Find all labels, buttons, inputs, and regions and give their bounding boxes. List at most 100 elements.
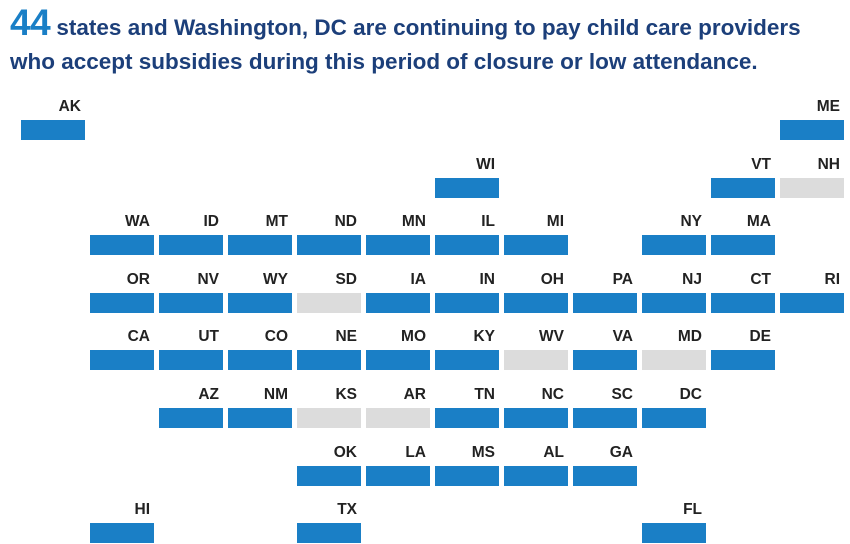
state-label: WY xyxy=(263,271,288,288)
state-tile-va: VA xyxy=(573,328,637,370)
state-tile-az: AZ xyxy=(159,386,223,428)
state-tile-mn: MN xyxy=(366,213,430,255)
state-tile-wi: WI xyxy=(435,156,499,198)
paying-status-bar xyxy=(366,235,430,255)
not-paying-status-bar xyxy=(504,350,568,370)
state-label: NM xyxy=(263,386,288,403)
state-label: CO xyxy=(264,328,288,345)
paying-status-bar xyxy=(228,293,292,313)
state-tile-ca: CA xyxy=(90,328,154,370)
state-label: VT xyxy=(751,156,771,173)
state-tile-ia: IA xyxy=(366,271,430,313)
paying-status-bar xyxy=(435,293,499,313)
state-tile-wv: WV xyxy=(504,328,568,370)
paying-status-bar xyxy=(573,293,637,313)
state-label: ME xyxy=(816,98,840,115)
not-paying-status-bar xyxy=(297,408,361,428)
state-tile-mi: MI xyxy=(504,213,568,255)
state-label: SD xyxy=(335,271,357,288)
state-label: NE xyxy=(335,328,357,345)
state-label: HI xyxy=(134,501,151,518)
state-label: KY xyxy=(473,328,495,345)
paying-status-bar xyxy=(159,408,223,428)
state-label: MA xyxy=(746,213,771,230)
state-label: MS xyxy=(471,444,495,461)
not-paying-status-bar xyxy=(780,178,844,198)
paying-status-bar xyxy=(90,235,154,255)
state-label: PA xyxy=(612,271,633,288)
state-tile-nc: NC xyxy=(504,386,568,428)
headline-text-line1: states and Washington, DC are continuing… xyxy=(50,15,801,40)
state-label: VA xyxy=(612,328,633,345)
state-tile-fl: FL xyxy=(642,501,706,543)
state-label: NJ xyxy=(682,271,702,288)
paying-status-bar xyxy=(504,235,568,255)
state-tile-md: MD xyxy=(642,328,706,370)
state-label: TN xyxy=(474,386,495,403)
state-tile-dc: DC xyxy=(642,386,706,428)
paying-status-bar xyxy=(780,120,844,140)
state-label: KS xyxy=(335,386,357,403)
paying-status-bar xyxy=(435,466,499,486)
state-tile-al: AL xyxy=(504,444,568,486)
state-tile-ne: NE xyxy=(297,328,361,370)
state-tile-ri: RI xyxy=(780,271,844,313)
state-tile-ok: OK xyxy=(297,444,361,486)
state-label: NV xyxy=(197,271,219,288)
state-label: MD xyxy=(677,328,702,345)
state-tile-mo: MO xyxy=(366,328,430,370)
paying-status-bar xyxy=(159,235,223,255)
state-tile-ga: GA xyxy=(573,444,637,486)
state-tile-wa: WA xyxy=(90,213,154,255)
state-label: DE xyxy=(749,328,771,345)
paying-status-bar xyxy=(435,178,499,198)
state-tile-ut: UT xyxy=(159,328,223,370)
state-tile-nm: NM xyxy=(228,386,292,428)
state-label: AZ xyxy=(198,386,219,403)
paying-status-bar xyxy=(90,293,154,313)
state-label: WV xyxy=(539,328,564,345)
paying-status-bar xyxy=(504,408,568,428)
state-label: MI xyxy=(546,213,564,230)
state-tile-me: ME xyxy=(780,98,844,140)
state-tile-nj: NJ xyxy=(642,271,706,313)
state-tile-nh: NH xyxy=(780,156,844,198)
state-label: MT xyxy=(265,213,288,230)
paying-status-bar xyxy=(711,178,775,198)
state-label: AR xyxy=(403,386,426,403)
paying-status-bar xyxy=(642,293,706,313)
paying-status-bar xyxy=(159,350,223,370)
state-tile-ar: AR xyxy=(366,386,430,428)
paying-status-bar xyxy=(711,350,775,370)
state-label: IL xyxy=(481,213,495,230)
state-label: GA xyxy=(609,444,633,461)
state-tile-ky: KY xyxy=(435,328,499,370)
state-tile-ms: MS xyxy=(435,444,499,486)
headline-count: 44 xyxy=(10,2,51,43)
state-label: IA xyxy=(410,271,427,288)
state-label: OR xyxy=(126,271,150,288)
state-label: WI xyxy=(476,156,495,173)
state-tile-mt: MT xyxy=(228,213,292,255)
state-label: CA xyxy=(127,328,150,345)
paying-status-bar xyxy=(228,350,292,370)
state-tile-sd: SD xyxy=(297,271,361,313)
paying-status-bar xyxy=(366,293,430,313)
not-paying-status-bar xyxy=(297,293,361,313)
paying-status-bar xyxy=(297,466,361,486)
paying-status-bar xyxy=(90,523,154,543)
state-tile-pa: PA xyxy=(573,271,637,313)
state-tile-nv: NV xyxy=(159,271,223,313)
state-tile-tn: TN xyxy=(435,386,499,428)
paying-status-bar xyxy=(573,350,637,370)
state-tile-la: LA xyxy=(366,444,430,486)
paying-status-bar xyxy=(642,235,706,255)
paying-status-bar xyxy=(366,466,430,486)
paying-status-bar xyxy=(504,466,568,486)
state-tile-id: ID xyxy=(159,213,223,255)
state-tile-ma: MA xyxy=(711,213,775,255)
not-paying-status-bar xyxy=(366,408,430,428)
state-tile-sc: SC xyxy=(573,386,637,428)
paying-status-bar xyxy=(573,466,637,486)
state-tile-wy: WY xyxy=(228,271,292,313)
